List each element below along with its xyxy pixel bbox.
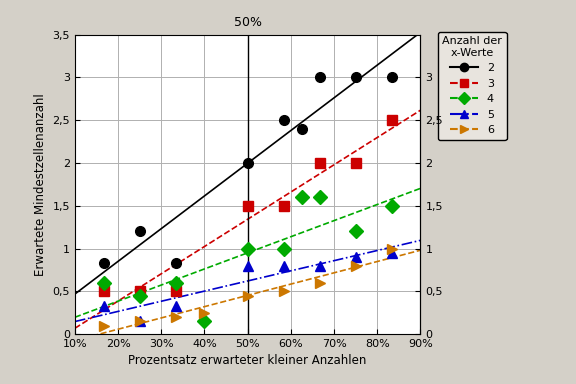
Legend: 2, 3, 4, 5, 6: 2, 3, 4, 5, 6 bbox=[438, 31, 506, 140]
Y-axis label: Erwartete Mindestzellenanzahl: Erwartete Mindestzellenanzahl bbox=[34, 93, 47, 276]
X-axis label: Prozentsatz erwarteter kleiner Anzahlen: Prozentsatz erwarteter kleiner Anzahlen bbox=[128, 354, 367, 367]
Text: 50%: 50% bbox=[234, 16, 262, 29]
